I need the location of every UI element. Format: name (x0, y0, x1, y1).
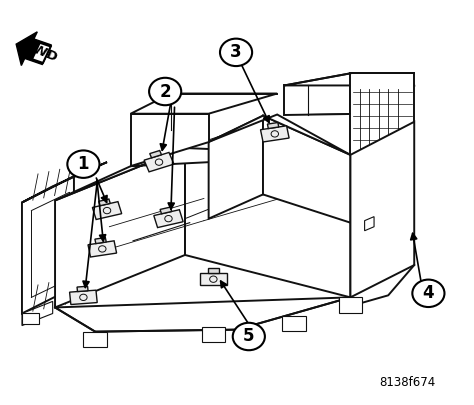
Polygon shape (209, 116, 263, 219)
Polygon shape (55, 148, 350, 200)
Text: 4: 4 (423, 284, 434, 302)
Polygon shape (150, 151, 162, 158)
Polygon shape (55, 148, 185, 307)
Polygon shape (16, 32, 52, 66)
Polygon shape (261, 126, 289, 142)
Polygon shape (22, 301, 53, 326)
Circle shape (220, 38, 252, 66)
Polygon shape (338, 297, 362, 313)
Polygon shape (22, 313, 38, 324)
Text: 5: 5 (243, 328, 255, 345)
Text: FWD: FWD (23, 40, 60, 65)
Polygon shape (154, 210, 183, 228)
Polygon shape (22, 176, 74, 313)
Text: 8138f674: 8138f674 (379, 376, 435, 389)
Polygon shape (160, 207, 172, 214)
Text: 3: 3 (230, 43, 242, 61)
Polygon shape (83, 332, 107, 347)
Polygon shape (92, 202, 122, 220)
Polygon shape (350, 122, 414, 297)
Polygon shape (55, 297, 350, 332)
Polygon shape (209, 115, 350, 155)
Circle shape (149, 78, 181, 105)
Polygon shape (77, 286, 88, 292)
Polygon shape (144, 152, 174, 172)
Polygon shape (32, 43, 51, 63)
Circle shape (233, 323, 265, 350)
Polygon shape (282, 315, 306, 331)
Polygon shape (365, 217, 374, 231)
Polygon shape (88, 241, 117, 257)
Polygon shape (284, 85, 350, 115)
Polygon shape (131, 114, 209, 166)
Polygon shape (208, 269, 219, 273)
Polygon shape (22, 162, 107, 202)
Polygon shape (131, 94, 277, 114)
Polygon shape (201, 327, 225, 342)
Polygon shape (350, 73, 414, 155)
Polygon shape (267, 123, 279, 128)
Circle shape (412, 279, 445, 307)
Polygon shape (70, 290, 97, 305)
Polygon shape (99, 199, 110, 206)
Polygon shape (200, 273, 227, 286)
Polygon shape (284, 73, 414, 85)
Polygon shape (95, 238, 106, 243)
Polygon shape (263, 116, 350, 223)
Text: 2: 2 (159, 83, 171, 100)
Text: 1: 1 (78, 155, 89, 173)
Polygon shape (185, 148, 350, 297)
Circle shape (67, 150, 100, 178)
